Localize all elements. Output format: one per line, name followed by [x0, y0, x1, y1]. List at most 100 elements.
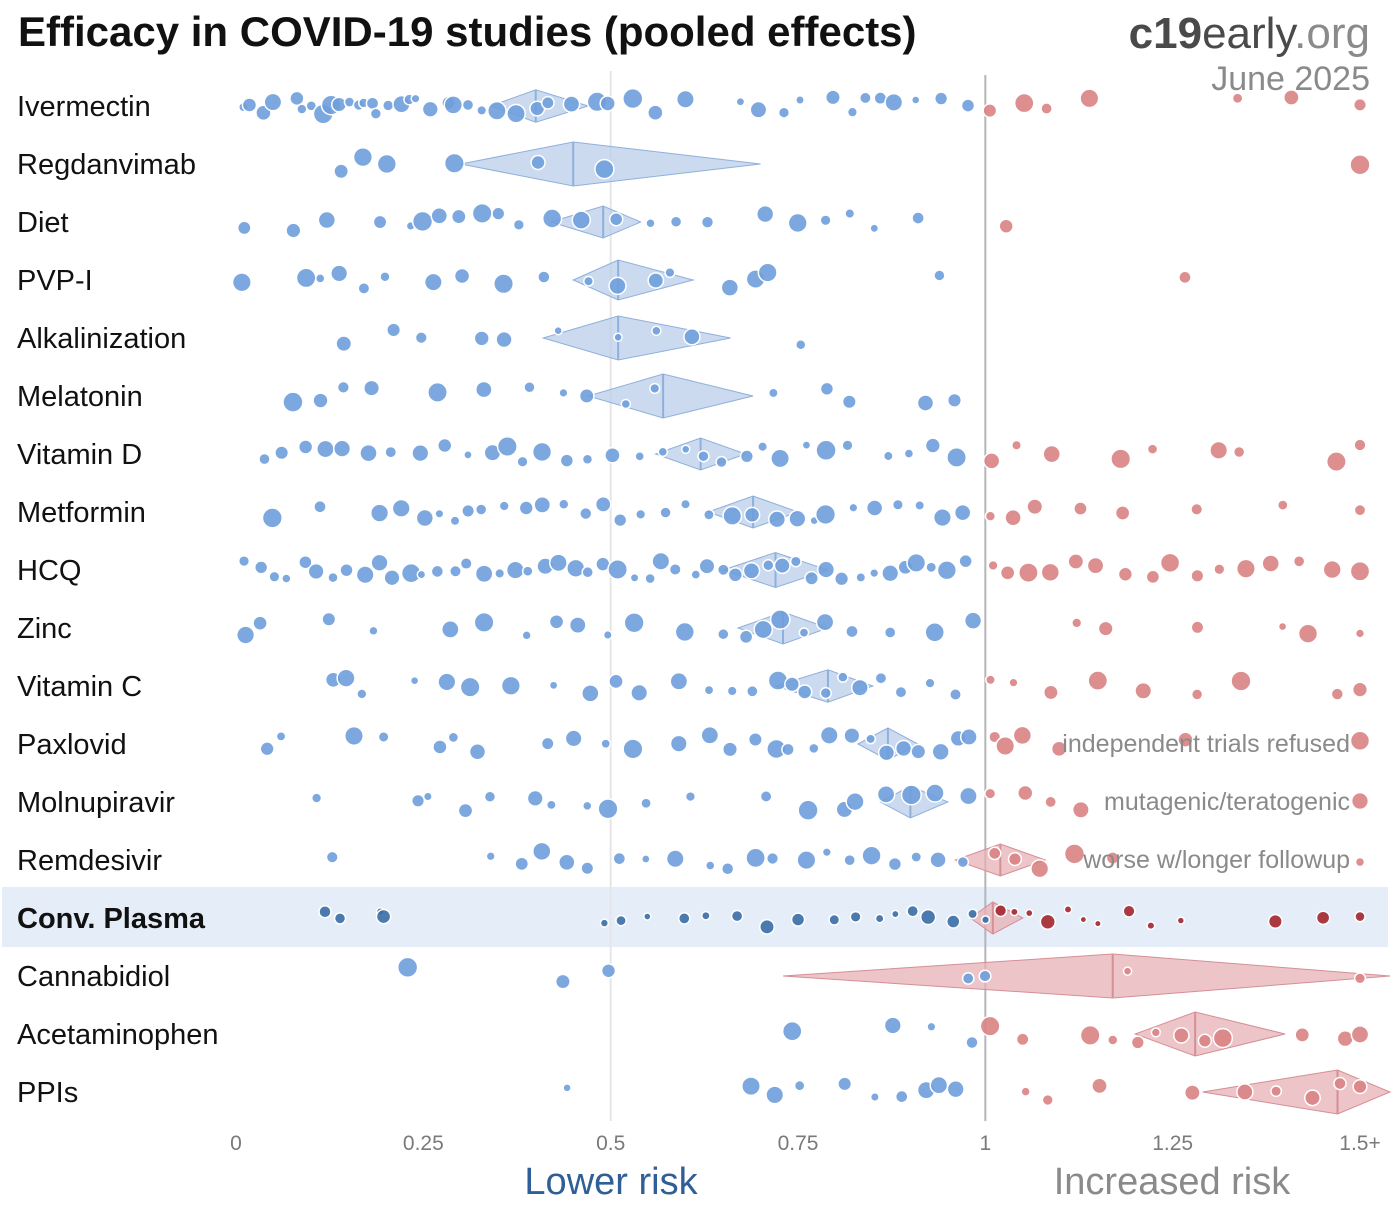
study-point	[474, 564, 494, 584]
study-point	[1004, 508, 1022, 527]
study-point	[369, 107, 383, 120]
study-point	[965, 1035, 979, 1050]
study-point	[801, 440, 812, 450]
study-point	[788, 509, 807, 528]
study-point	[383, 569, 401, 587]
study-point	[447, 731, 460, 744]
brand-rest: early	[1202, 9, 1297, 58]
study-point	[448, 564, 462, 578]
study-point	[231, 272, 252, 293]
study-point	[259, 741, 275, 757]
study-point	[669, 671, 689, 691]
row-label: HCQ	[17, 555, 81, 587]
study-point	[833, 571, 850, 587]
study-point	[581, 453, 594, 466]
study-point	[443, 152, 465, 174]
study-point	[726, 685, 738, 697]
study-point	[1012, 725, 1033, 746]
study-point	[804, 570, 820, 586]
study-point	[282, 391, 304, 413]
study-point	[715, 455, 728, 469]
study-point	[1235, 558, 1256, 579]
study-point	[906, 904, 920, 918]
study-point	[1091, 1077, 1108, 1095]
x-tick-label: 0.25	[403, 1132, 444, 1155]
study-point	[987, 846, 1002, 861]
study-point	[263, 92, 283, 112]
study-point	[379, 271, 391, 283]
study-point	[297, 439, 314, 455]
study-point	[613, 512, 628, 528]
study-point	[956, 855, 970, 869]
study-point	[702, 508, 715, 521]
row-label: Diet	[17, 207, 69, 239]
study-point	[894, 739, 913, 758]
study-point	[946, 914, 961, 929]
study-point	[459, 676, 481, 698]
study-point	[343, 725, 365, 746]
row-annotation: worse w/longer followup	[1082, 846, 1350, 874]
row-label: Vitamin D	[17, 439, 142, 471]
study-point	[887, 856, 903, 872]
study-point	[620, 398, 632, 410]
study-point	[559, 453, 575, 468]
increased-risk-label: Increased risk	[1054, 1161, 1292, 1203]
study-point	[765, 1085, 785, 1105]
study-point	[335, 335, 353, 353]
study-point	[453, 267, 471, 285]
study-point	[553, 325, 563, 336]
study-point	[674, 621, 696, 643]
study-point	[933, 269, 946, 282]
study-point	[549, 553, 568, 573]
study-point	[961, 972, 975, 985]
study-point	[500, 675, 522, 696]
study-point	[874, 671, 888, 685]
study-point	[1017, 784, 1034, 802]
study-point	[995, 735, 1016, 756]
study-point	[1097, 620, 1114, 637]
study-point	[816, 560, 836, 579]
row-diet: Diet	[17, 202, 1014, 239]
study-point	[1067, 553, 1085, 570]
study-point	[307, 562, 325, 581]
study-point	[1050, 740, 1068, 758]
study-point	[926, 1021, 937, 1032]
study-point	[883, 1016, 902, 1035]
study-point	[999, 564, 1016, 581]
study-point	[437, 672, 457, 692]
study-point	[414, 331, 428, 345]
study-point	[874, 913, 885, 924]
study-point	[1354, 856, 1366, 868]
study-point	[474, 503, 488, 516]
study-point	[894, 1089, 909, 1104]
study-point	[352, 147, 374, 168]
study-point	[869, 223, 880, 234]
study-point	[910, 743, 927, 760]
study-point	[457, 802, 474, 819]
study-point	[946, 392, 963, 408]
study-point	[359, 443, 378, 463]
study-point	[815, 612, 835, 632]
row-label: Molnupiravir	[17, 787, 175, 819]
study-point	[767, 387, 779, 399]
study-point	[1040, 102, 1053, 115]
study-point	[357, 281, 371, 295]
study-point	[253, 560, 269, 575]
study-point	[849, 910, 862, 924]
study-point	[635, 508, 647, 521]
pooled-effect-diamond	[549, 205, 642, 239]
study-point	[967, 908, 979, 920]
study-point	[450, 208, 467, 225]
study-point	[363, 379, 381, 397]
study-point	[416, 569, 427, 580]
study-point	[865, 499, 884, 517]
study-point	[1079, 1024, 1101, 1046]
study-point	[1026, 498, 1044, 516]
study-point	[437, 437, 453, 454]
row-label: Regdanvimab	[17, 149, 196, 181]
study-point	[651, 325, 662, 337]
row-alkalinization: Alkalinization	[17, 315, 807, 361]
study-point	[787, 212, 808, 234]
study-point	[767, 510, 787, 529]
study-point	[720, 278, 740, 297]
